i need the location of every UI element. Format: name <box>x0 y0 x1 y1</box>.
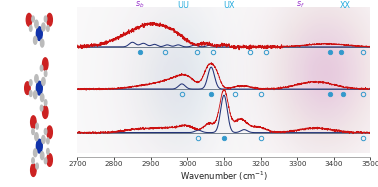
Circle shape <box>43 106 48 118</box>
Circle shape <box>47 126 52 139</box>
Circle shape <box>40 152 44 160</box>
Circle shape <box>32 16 34 22</box>
Circle shape <box>34 91 37 99</box>
Circle shape <box>26 13 32 26</box>
Circle shape <box>44 100 47 105</box>
Circle shape <box>29 80 32 86</box>
Circle shape <box>40 65 43 71</box>
Circle shape <box>44 71 47 76</box>
Circle shape <box>42 77 45 85</box>
Circle shape <box>35 20 38 28</box>
Circle shape <box>32 129 34 134</box>
Text: UX: UX <box>224 1 235 10</box>
Circle shape <box>36 163 38 169</box>
Circle shape <box>42 23 45 31</box>
Circle shape <box>29 91 32 96</box>
Circle shape <box>47 154 52 166</box>
Circle shape <box>44 128 47 134</box>
Circle shape <box>35 75 38 83</box>
Circle shape <box>40 39 44 47</box>
Text: UU: UU <box>178 1 190 10</box>
Circle shape <box>34 36 37 44</box>
Circle shape <box>44 16 47 22</box>
Circle shape <box>35 133 38 141</box>
Circle shape <box>36 139 42 153</box>
Circle shape <box>44 158 47 164</box>
Circle shape <box>31 116 36 128</box>
Circle shape <box>43 58 48 70</box>
Text: $s_f$: $s_f$ <box>296 0 305 10</box>
Text: XX: XX <box>340 1 351 10</box>
Circle shape <box>40 105 43 111</box>
Circle shape <box>42 136 45 143</box>
Circle shape <box>36 123 38 129</box>
Circle shape <box>46 138 49 144</box>
Circle shape <box>29 25 32 31</box>
Circle shape <box>46 148 49 154</box>
Circle shape <box>36 81 42 95</box>
Circle shape <box>25 82 30 94</box>
Circle shape <box>46 25 49 31</box>
Circle shape <box>31 164 36 176</box>
X-axis label: Wavenumber (cm$^{-1}$): Wavenumber (cm$^{-1}$) <box>180 169 268 183</box>
Circle shape <box>36 27 42 40</box>
Circle shape <box>34 149 37 157</box>
Circle shape <box>40 94 44 102</box>
Text: $s_b$: $s_b$ <box>135 0 144 10</box>
Circle shape <box>32 158 34 164</box>
Circle shape <box>47 13 52 26</box>
